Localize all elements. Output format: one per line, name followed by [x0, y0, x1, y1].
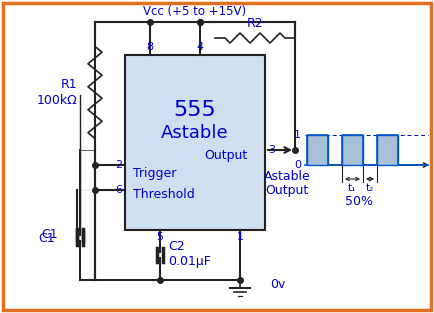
Text: Vcc (+5 to +15V): Vcc (+5 to +15V): [144, 5, 247, 18]
Text: 1: 1: [237, 232, 243, 242]
Text: 0: 0: [294, 160, 301, 170]
Text: 5: 5: [157, 232, 164, 242]
Text: R2: R2: [247, 17, 263, 30]
Text: Astable: Astable: [263, 170, 310, 183]
Text: 555: 555: [174, 100, 217, 120]
Text: t₁: t₁: [348, 183, 356, 193]
Text: 50%: 50%: [345, 195, 373, 208]
Text: R1: R1: [60, 78, 77, 90]
Text: t₂: t₂: [366, 183, 374, 193]
Text: 1: 1: [294, 130, 301, 140]
Text: Threshold: Threshold: [133, 188, 195, 202]
Text: 3: 3: [268, 145, 275, 155]
Text: 8: 8: [146, 42, 154, 52]
Text: Trigger: Trigger: [133, 167, 176, 179]
Bar: [307, 135, 328, 165]
Text: C1: C1: [41, 228, 58, 242]
Text: C2: C2: [168, 240, 184, 254]
Bar: [342, 135, 363, 165]
Text: 0.01μF: 0.01μF: [168, 254, 211, 268]
Text: Output: Output: [265, 184, 309, 197]
Text: 100kΩ: 100kΩ: [36, 94, 77, 106]
Text: 2: 2: [115, 160, 122, 170]
Text: Output: Output: [204, 148, 247, 162]
Text: 6: 6: [115, 185, 122, 195]
Bar: [125, 55, 265, 230]
Text: 4: 4: [197, 42, 204, 52]
Text: 0v: 0v: [270, 279, 286, 291]
Bar: [377, 135, 398, 165]
Text: Astable: Astable: [161, 124, 229, 142]
Text: C1: C1: [38, 232, 55, 244]
